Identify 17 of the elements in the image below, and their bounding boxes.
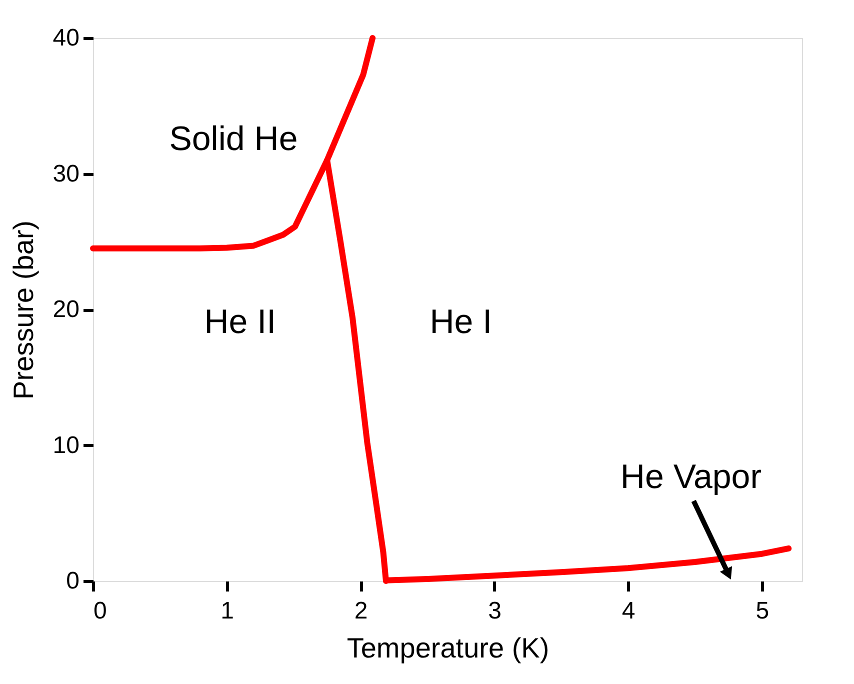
annotation: Solid He xyxy=(169,120,298,158)
x-axis-title: Temperature (K) xyxy=(346,632,550,664)
x-tick-label: 4 xyxy=(622,598,636,624)
y-tick-label: 30 xyxy=(52,160,80,188)
y-axis-title: Pressure (bar) xyxy=(8,220,39,400)
x-tick-label: 0 xyxy=(94,598,107,624)
x-tick-label: 2 xyxy=(354,598,368,624)
x-tick-label: 1 xyxy=(220,598,234,624)
annotation: He Vapor xyxy=(620,458,762,496)
x-tick-label: 5 xyxy=(756,598,770,624)
y-tick-label: 40 xyxy=(52,24,80,52)
annotation: He II xyxy=(204,303,276,342)
y-tick-label: 10 xyxy=(52,432,80,459)
y-tick-label: 0 xyxy=(66,568,80,594)
annotation: He I xyxy=(430,303,492,342)
x-tick-label: 3 xyxy=(488,598,502,624)
y-tick-label: 20 xyxy=(52,296,80,323)
